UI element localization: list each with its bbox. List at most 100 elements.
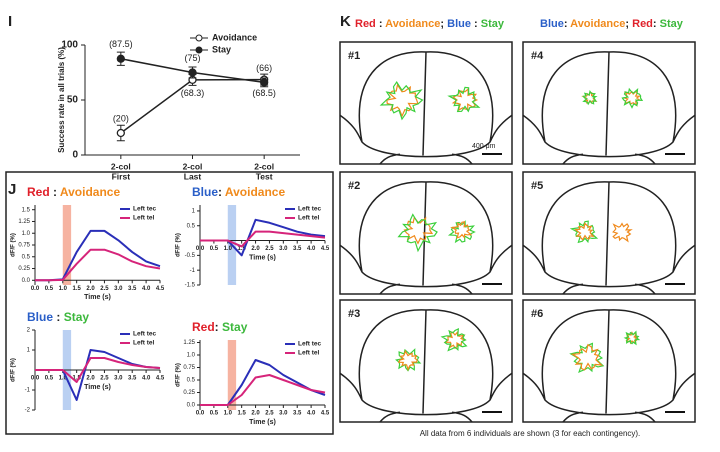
y-tick-label: 1 — [27, 348, 31, 354]
activity-contour — [623, 330, 641, 346]
title-part: Avoidance — [385, 18, 440, 30]
y-tick-label: 0.75 — [183, 365, 195, 371]
x-tick-label: 1.5 — [237, 246, 246, 252]
caption: All data from 6 individuals are shown (3… — [420, 429, 641, 438]
x-tick-label: 0.0 — [31, 376, 40, 382]
data-point — [260, 78, 269, 87]
title-part: Stay — [222, 320, 248, 334]
title-part: : — [218, 185, 225, 199]
trace-line — [200, 374, 326, 406]
y-tick-label: -0.5 — [185, 253, 196, 259]
x-tick-label: 0.0 — [196, 411, 205, 417]
title-part: Blue — [540, 18, 564, 30]
brain-outline — [339, 309, 513, 423]
x-tick-label: Last — [184, 171, 202, 181]
title-part: ; — [625, 18, 632, 30]
data-label: (68.3) — [181, 88, 205, 98]
brain-outline — [522, 181, 696, 295]
y-tick-label: 0.0 — [187, 403, 196, 409]
activity-contour — [582, 90, 598, 106]
legend-marker — [195, 46, 203, 54]
data-label: (75) — [184, 53, 200, 63]
activity-contour — [397, 213, 438, 253]
title-part: : — [471, 18, 481, 30]
x-tick-label: 0.5 — [45, 286, 54, 292]
x-tick-label: 3.0 — [114, 376, 123, 382]
x-tick-label: 4.0 — [142, 286, 151, 292]
x-tick-label: 4.5 — [321, 411, 330, 417]
title-part: Blue — [447, 18, 471, 30]
scale-label: 400 μm — [472, 143, 496, 150]
y-tick-label: -1 — [25, 388, 31, 394]
x-tick-label: 4.0 — [142, 376, 151, 382]
x-tick-label: 2-col — [183, 161, 203, 171]
x-tick-label: 0.0 — [31, 286, 40, 292]
legend-label: Left tec — [133, 331, 157, 338]
data-label: (66) — [256, 63, 272, 73]
y-tick-label: 0.25 — [183, 390, 195, 396]
data-point — [116, 128, 125, 138]
y-axis-label: Success rate in all trials (%) — [57, 47, 66, 153]
legend-label: Left tec — [133, 206, 157, 213]
y-tick-label: 1.25 — [18, 219, 30, 225]
stimulus-shade — [227, 340, 237, 410]
x-tick-label: 0.5 — [210, 246, 219, 252]
trace-line — [200, 359, 326, 406]
title-part: Red — [355, 18, 376, 30]
y-tick-label: -2 — [25, 408, 31, 414]
y-axis-label: dF/F (%) — [176, 233, 182, 257]
trace-line — [200, 230, 326, 248]
title-part: Stay — [64, 310, 90, 324]
x-axis-label: Time (s) — [84, 294, 111, 301]
activity-contour — [447, 86, 481, 113]
title-part: Red — [192, 320, 215, 334]
y-tick-label: 0.5 — [187, 223, 196, 229]
y-tick-label: 50 — [67, 95, 79, 106]
title-part: Red — [632, 18, 653, 30]
panel-label: I — [8, 13, 12, 30]
x-tick-label: 4.0 — [307, 246, 316, 252]
data-point — [116, 54, 125, 63]
y-axis-label: dF/F (%) — [11, 233, 17, 257]
x-tick-label: 2.5 — [265, 411, 274, 417]
activity-contour — [612, 222, 633, 243]
y-tick-label: -1 — [190, 268, 196, 274]
x-tick-label: 4.0 — [307, 411, 316, 417]
x-tick-label: 3.0 — [279, 411, 288, 417]
x-tick-label: 1.5 — [72, 286, 81, 292]
x-tick-label: Test — [256, 171, 273, 181]
title-part: Stay — [660, 18, 684, 30]
x-tick-label: 1.0 — [59, 286, 68, 292]
brain-outline — [339, 51, 513, 165]
data-point — [188, 68, 197, 77]
y-tick-label: 1 — [192, 209, 196, 215]
x-tick-label: 3.0 — [114, 286, 123, 292]
title-part: : — [653, 18, 660, 30]
x-tick-label: 2.0 — [86, 376, 95, 382]
x-tick-label: 2-col — [111, 161, 131, 171]
title-part: Blue — [192, 185, 218, 199]
title-part: : — [215, 320, 222, 334]
y-tick-label: 1.25 — [183, 340, 195, 346]
panel-label: K — [340, 13, 351, 30]
x-tick-label: 4.5 — [321, 246, 330, 252]
chart-title: Red : Avoidance — [27, 185, 120, 199]
heading: Red : Avoidance; Blue : Stay — [355, 18, 505, 30]
x-tick-label: 2.0 — [251, 411, 260, 417]
trace-line — [35, 229, 161, 282]
brain-outline — [339, 181, 513, 295]
y-tick-label: 0.0 — [22, 278, 31, 284]
y-tick-label: 100 — [61, 40, 78, 51]
x-tick-label: 2.0 — [86, 286, 95, 292]
y-axis-label: dF/F (%) — [11, 358, 17, 382]
activity-contour — [569, 220, 599, 244]
trace-line — [35, 248, 161, 282]
title-part: Avoidance — [225, 185, 286, 199]
image-label: #4 — [531, 50, 544, 62]
x-tick-label: 1.5 — [72, 376, 81, 382]
y-tick-label: 0.5 — [187, 378, 196, 384]
legend-label: Left tec — [298, 206, 322, 213]
stimulus-shade — [62, 205, 72, 285]
title-part: ; — [440, 18, 447, 30]
title-part: Avoidance — [60, 185, 121, 199]
